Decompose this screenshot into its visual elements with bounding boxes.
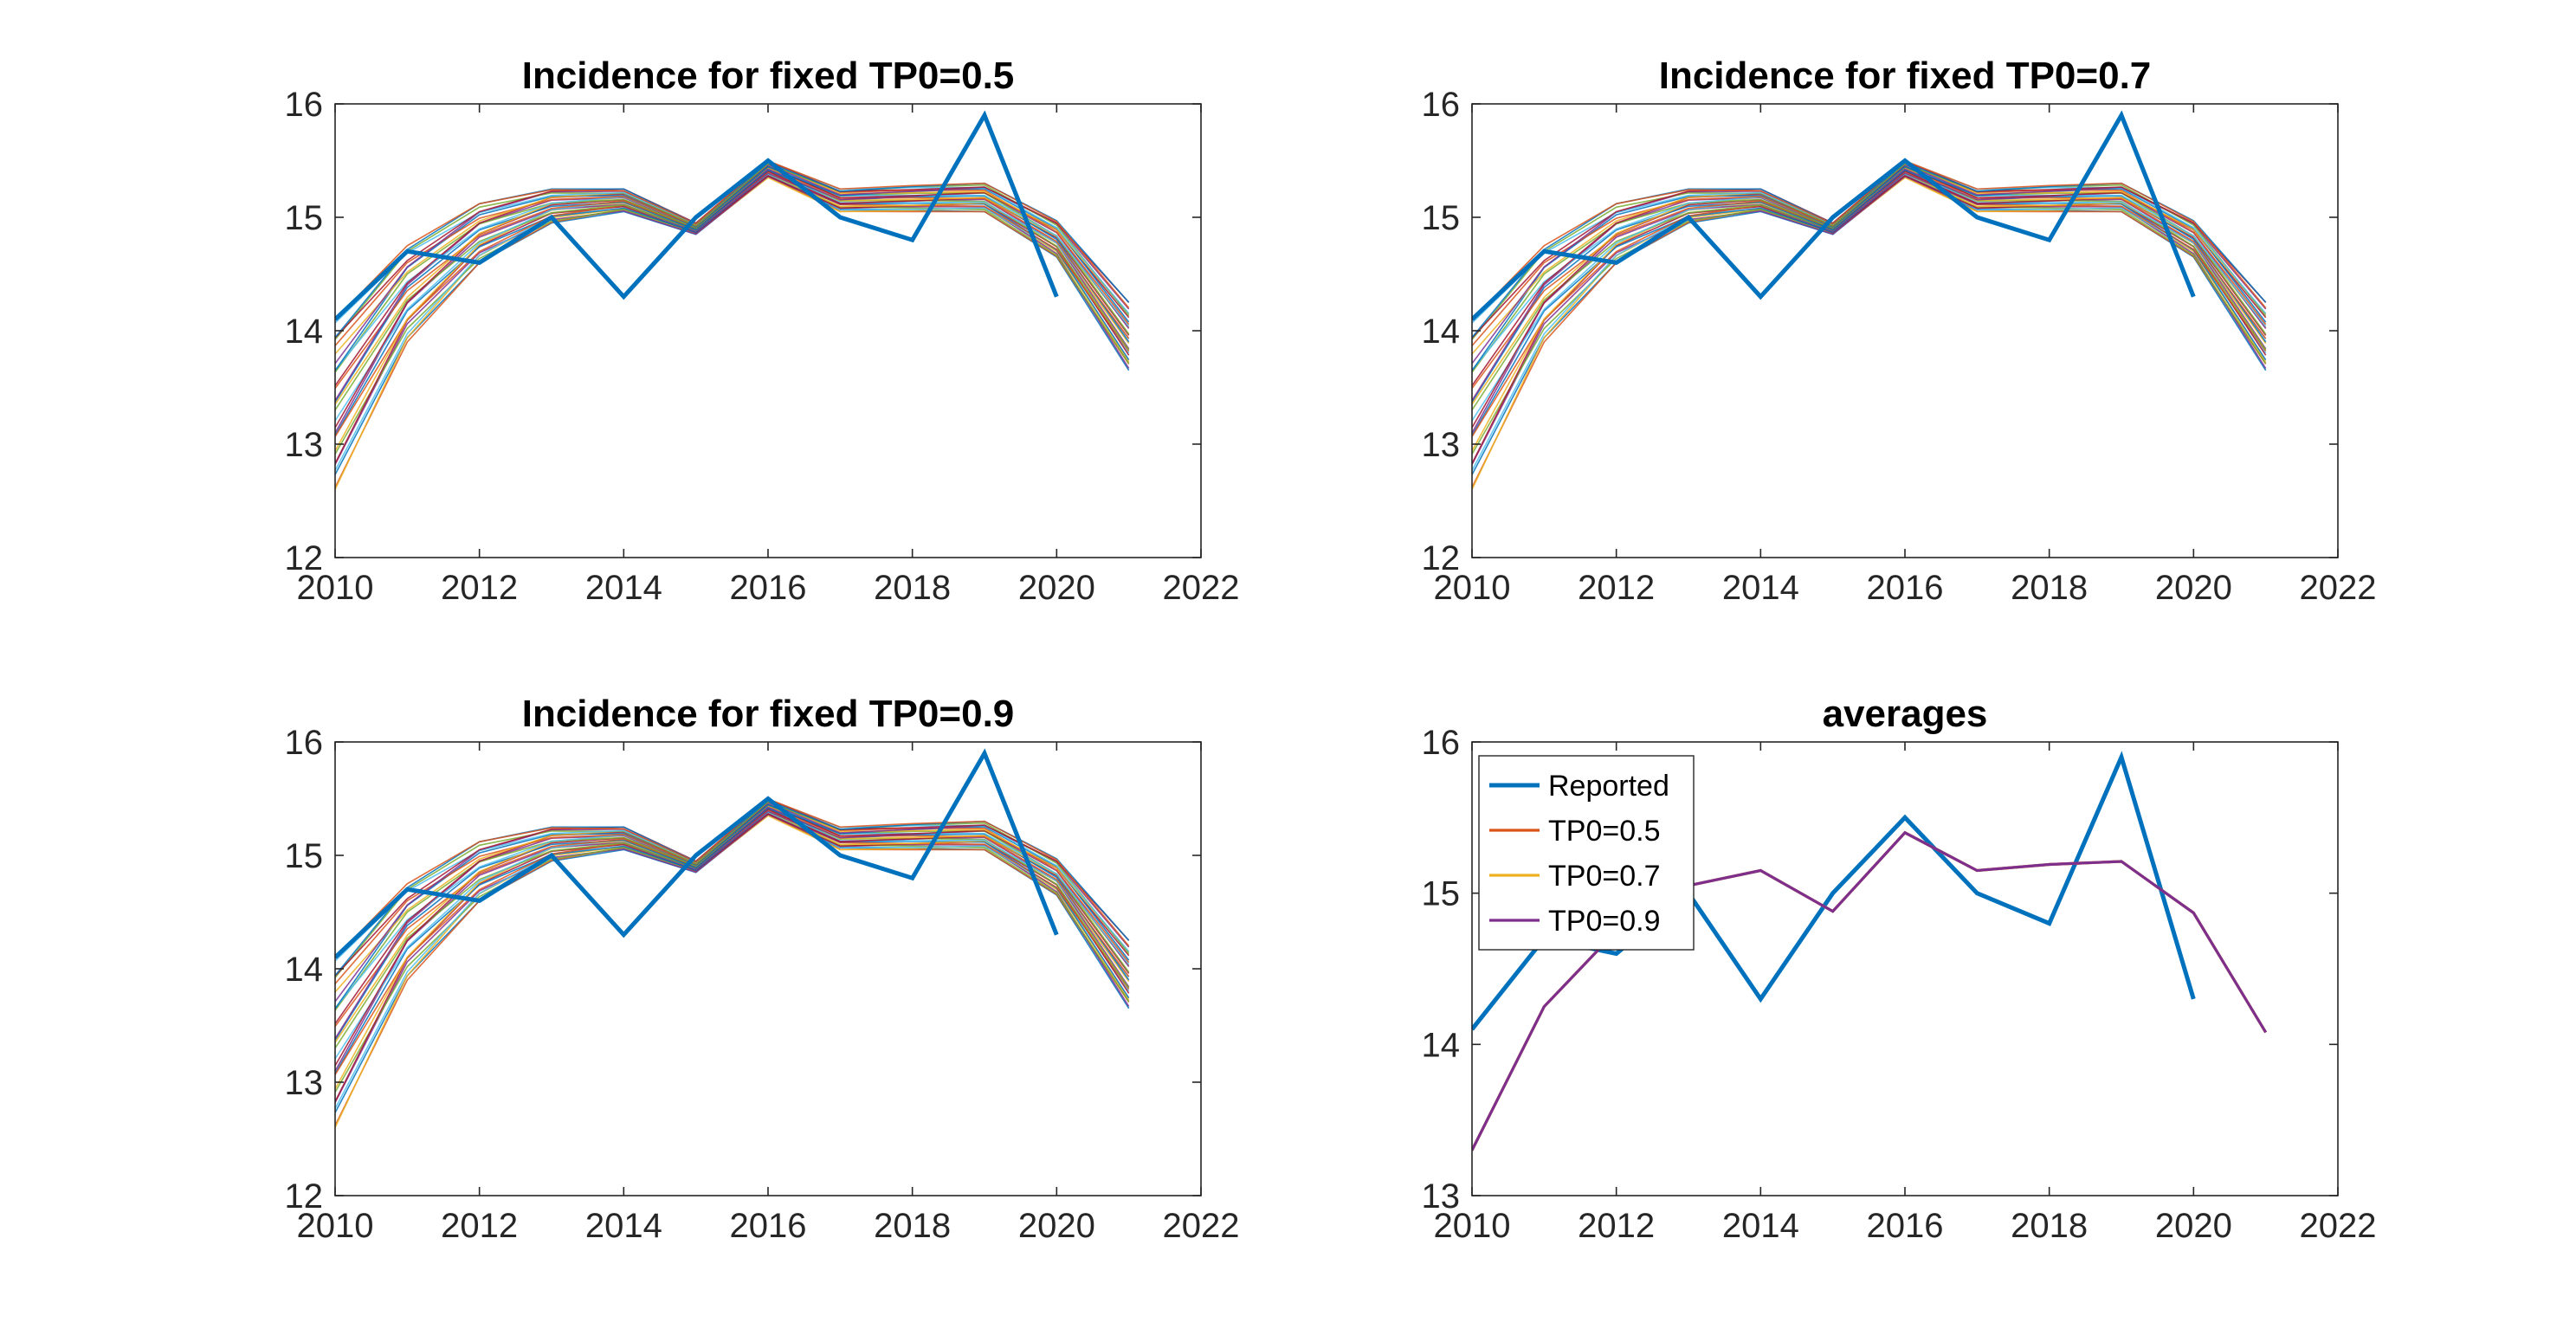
simulation-line: [335, 165, 1130, 371]
simulation-line: [335, 801, 1130, 978]
simulation-line: [1472, 163, 2267, 340]
y-tick-label: 14: [285, 313, 324, 351]
y-tick-label: 13: [285, 426, 324, 464]
simulation-line: [1472, 169, 2267, 403]
x-tick-label: 2022: [2300, 569, 2377, 607]
y-tick-label: 16: [1422, 724, 1461, 762]
y-tick-label: 15: [1422, 875, 1461, 913]
x-tick-label: 2020: [2155, 569, 2232, 607]
simulation-line: [1472, 165, 2267, 371]
x-tick-label: 2016: [1867, 1207, 1944, 1245]
plot-area: [335, 110, 1130, 490]
subplot-averages: 2010 2012 2014 2016 2018 2020 2022 13 14 15 16 aver…: [1422, 693, 2377, 1245]
simulation-line: [1472, 171, 2267, 434]
reported-line: [335, 110, 1059, 321]
y-tick-label: 15: [1422, 199, 1461, 237]
y-tick-label: 14: [1422, 313, 1461, 351]
legend-label: TP0=0.7: [1548, 860, 1660, 893]
y-tick-label: 12: [1422, 539, 1461, 577]
axes-background: [1472, 104, 2338, 558]
reported-line: [335, 748, 1059, 959]
subplot-tp0-0-9: 2010 2012 2014 2016 2018 2020 2022 12 13 14 15 16 In…: [285, 693, 1240, 1245]
y-tick-label: 13: [1422, 1177, 1461, 1216]
x-tick-label: 2018: [874, 569, 951, 607]
x-tick-label: 2016: [730, 1207, 807, 1245]
x-tick-label: 2010: [297, 569, 374, 607]
simulation-line: [335, 797, 1130, 958]
legend-box: [1478, 755, 1695, 951]
subplot-tp0-0-5: 2010 2012 2014 2016 2018 2020 2022 12 13 14 15 16 In…: [285, 55, 1240, 607]
x-tick-label: 2014: [585, 1207, 662, 1245]
plot-area: [1472, 110, 2267, 490]
x-tick-label: 2020: [1018, 1207, 1095, 1245]
x-tick-label: 2012: [441, 1207, 518, 1245]
x-tick-label: 2010: [297, 1207, 374, 1245]
y-tick-label: 16: [1422, 86, 1461, 124]
x-tick-label: 2010: [1434, 569, 1511, 607]
x-tick-label: 2014: [1722, 569, 1799, 607]
y-tick-label: 12: [285, 1177, 324, 1216]
x-tick-label: 2018: [874, 1207, 951, 1245]
plot-area: [335, 748, 1130, 1128]
reported-line: [1472, 110, 2196, 321]
subplot-tp0-0-7: 2010 2012 2014 2016 2018 2020 2022 12 13 14 15 16 In…: [1422, 55, 2377, 607]
y-tick-label: 12: [285, 539, 324, 577]
x-tick-label: 2018: [2011, 569, 2088, 607]
chart-title: averages: [1823, 693, 1988, 735]
legend-label: TP0=0.9: [1548, 905, 1660, 938]
x-tick-label: 2020: [1018, 569, 1095, 607]
x-tick-label: 2014: [585, 569, 662, 607]
y-tick-label: 16: [285, 86, 324, 124]
x-tick-label: 2012: [441, 569, 518, 607]
simulation-line: [1472, 159, 2267, 320]
x-tick-label: 2014: [1722, 1207, 1799, 1245]
x-tick-label: 2016: [1867, 569, 1944, 607]
y-tick-label: 13: [1422, 426, 1461, 464]
x-tick-label: 2012: [1578, 1207, 1655, 1245]
simulation-line: [335, 163, 1130, 340]
chart-title: Incidence for fixed TP0=0.9: [522, 693, 1015, 735]
x-tick-label: 2018: [2011, 1207, 2088, 1245]
x-tick-label: 2020: [2155, 1207, 2232, 1245]
x-tick-label: 2016: [730, 569, 807, 607]
simulation-line: [335, 171, 1130, 434]
simulation-line: [335, 169, 1130, 403]
y-tick-label: 15: [285, 837, 324, 875]
y-tick-label: 14: [1422, 1026, 1461, 1064]
x-tick-label: 2012: [1578, 569, 1655, 607]
simulation-line: [335, 803, 1130, 1009]
legend-label: TP0=0.5: [1548, 815, 1660, 848]
legend-label: Reported: [1548, 770, 1669, 803]
y-tick-label: 16: [285, 724, 324, 762]
legend: Reported TP0=0.5 TP0=0.7 TP0=0.9: [1478, 755, 1695, 951]
chart-title: Incidence for fixed TP0=0.5: [522, 55, 1015, 97]
simulation-line: [335, 807, 1130, 1041]
y-tick-label: 14: [285, 951, 324, 989]
y-tick-label: 15: [285, 199, 324, 237]
axes-background: [335, 104, 1201, 558]
simulation-line: [335, 159, 1130, 320]
y-tick-label: 13: [285, 1064, 324, 1102]
x-tick-label: 2022: [1163, 569, 1240, 607]
x-tick-label: 2010: [1434, 1207, 1511, 1245]
simulation-line: [335, 809, 1130, 1072]
chart-title: Incidence for fixed TP0=0.7: [1659, 55, 2152, 97]
x-tick-label: 2022: [1163, 1207, 1240, 1245]
axes-background: [335, 742, 1201, 1196]
x-tick-label: 2022: [2300, 1207, 2377, 1245]
